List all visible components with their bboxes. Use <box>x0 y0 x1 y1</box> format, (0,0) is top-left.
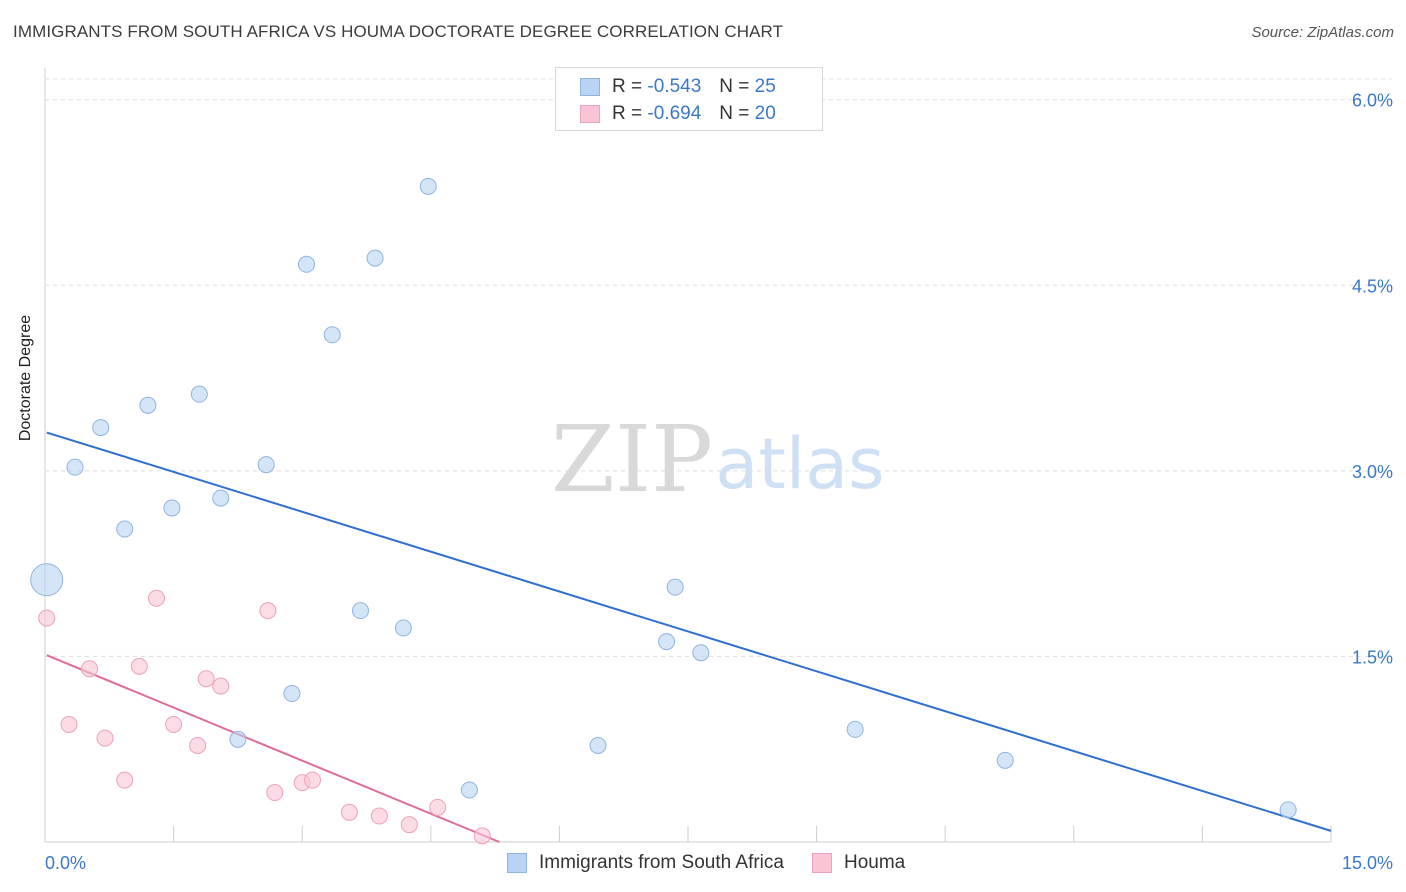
watermark: ZIP atlas <box>551 406 885 513</box>
point-houma <box>303 771 321 789</box>
tick-labels: 1.5% 3.0% 4.5% 6.0% 0.0% 15.0% <box>45 91 1393 873</box>
point-south-africa <box>658 633 676 651</box>
watermark-zip: ZIP <box>551 406 713 513</box>
axes <box>44 68 1332 843</box>
point-south-africa <box>419 177 437 195</box>
series-name-south-africa: Immigrants from South Africa <box>539 852 784 873</box>
y-tick-label: 4.5% <box>1352 276 1393 296</box>
point-south-africa <box>92 419 110 437</box>
x-tick-label-max: 15.0% <box>1342 853 1393 873</box>
point-south-africa <box>257 456 275 474</box>
point-south-africa <box>212 489 230 507</box>
point-houma <box>197 670 215 688</box>
y-axis-label: Doctorate Degree <box>17 314 34 442</box>
point-south-africa <box>996 751 1014 769</box>
point-south-africa <box>460 781 478 799</box>
point-houma <box>429 798 447 816</box>
legend-n-label: N = <box>719 76 750 97</box>
gridlines <box>45 78 1392 657</box>
x-tick-label-min: 0.0% <box>45 853 86 873</box>
legend-r-value: -0.543 <box>647 76 702 97</box>
series-swatch-pink <box>811 853 832 873</box>
point-houma <box>81 660 99 678</box>
point-south-africa <box>139 396 157 414</box>
point-houma <box>370 807 388 825</box>
legend-swatch-blue <box>580 78 600 96</box>
legend-row-houma: R = -0.694 N = 20 <box>580 103 776 125</box>
point-south-africa <box>1279 801 1297 819</box>
point-south-africa <box>846 720 864 738</box>
legend-r-label: R = <box>612 76 643 97</box>
point-south-africa <box>366 249 384 267</box>
series-legend-south-africa: Immigrants from South Africa <box>507 852 784 874</box>
y-tick-label: 3.0% <box>1352 462 1393 482</box>
point-south-africa <box>283 685 301 703</box>
legend-r-value: -0.694 <box>647 103 702 124</box>
trend-line-houma <box>46 654 500 843</box>
point-houma <box>212 677 230 695</box>
point-houma <box>130 657 148 675</box>
chart-title: IMMIGRANTS FROM SOUTH AFRICA VS HOUMA DO… <box>13 22 784 41</box>
legend-n-value: 25 <box>754 76 776 97</box>
legend-n-label: N = <box>719 103 750 124</box>
point-houma <box>116 771 134 789</box>
point-houma <box>147 589 165 607</box>
series-legend-houma: Houma <box>811 852 906 874</box>
point-south-africa <box>229 730 247 748</box>
point-south-africa <box>66 458 84 476</box>
series-name-houma: Houma <box>843 852 906 873</box>
source-label: Source: ZipAtlas.com <box>1251 24 1394 41</box>
legend-swatch-pink <box>580 105 600 123</box>
point-houma <box>60 715 78 733</box>
point-south-africa <box>30 563 64 597</box>
watermark-atlas: atlas <box>715 423 884 505</box>
legend-r-label: R = <box>612 103 643 124</box>
trend-lines <box>46 431 1332 843</box>
point-houma <box>473 827 491 845</box>
point-houma <box>266 784 284 802</box>
series-legend: Immigrants from South Africa Houma <box>507 852 933 874</box>
point-houma <box>96 729 114 747</box>
point-south-africa <box>666 578 684 596</box>
point-south-africa <box>692 644 710 662</box>
point-south-africa <box>323 326 341 344</box>
point-houma <box>189 737 207 755</box>
point-houma <box>400 816 418 834</box>
point-south-africa <box>190 385 208 403</box>
y-tick-label: 1.5% <box>1352 647 1393 667</box>
point-south-africa <box>297 255 315 273</box>
point-houma <box>165 715 183 733</box>
correlation-legend: R = -0.543 N = 25 R = -0.694 N = 20 <box>555 67 823 131</box>
y-tick-label: 6.0% <box>1352 91 1393 111</box>
point-south-africa <box>116 520 134 538</box>
point-south-africa <box>589 737 607 755</box>
point-south-africa <box>163 499 181 517</box>
trend-line-south-africa <box>46 431 1332 832</box>
point-south-africa <box>394 619 412 637</box>
point-houma <box>259 602 277 620</box>
legend-row-south-africa: R = -0.543 N = 25 <box>580 76 776 98</box>
point-houma <box>340 803 358 821</box>
series-swatch-blue <box>507 853 527 873</box>
data-points <box>30 177 1297 845</box>
point-south-africa <box>351 602 369 620</box>
point-houma <box>38 609 56 627</box>
legend-n-value: 20 <box>754 103 776 124</box>
